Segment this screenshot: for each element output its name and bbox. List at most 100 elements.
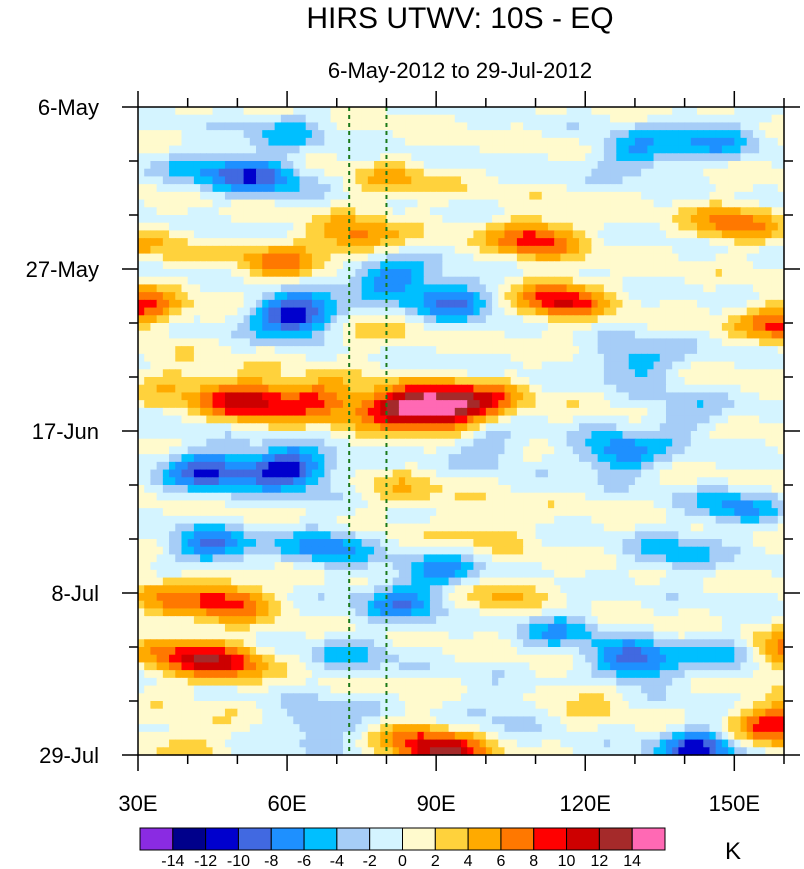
heatmap-cell <box>740 168 748 178</box>
heatmap-cell <box>218 137 226 147</box>
heatmap-cell <box>324 122 332 131</box>
heatmap-cell <box>162 469 170 478</box>
heatmap-cell <box>597 307 605 316</box>
heatmap-cell <box>417 361 425 370</box>
heatmap-cell <box>417 161 425 170</box>
heatmap-cell <box>591 315 599 324</box>
heatmap-cell <box>697 184 704 193</box>
heatmap-cell <box>504 238 512 247</box>
heatmap-cell <box>392 253 400 262</box>
heatmap-cell <box>740 361 748 370</box>
heatmap-cell <box>268 130 276 139</box>
heatmap-cell <box>287 446 294 455</box>
heatmap-cell <box>746 369 754 378</box>
heatmap-cell <box>280 114 288 124</box>
heatmap-cell <box>299 361 307 370</box>
heatmap-cell <box>715 238 723 247</box>
heatmap-cell <box>361 284 369 293</box>
heatmap-cell <box>169 199 176 208</box>
heatmap-cell <box>293 114 301 124</box>
heatmap-cell <box>535 245 543 255</box>
heatmap-cell <box>324 384 332 394</box>
heatmap-cell <box>473 222 481 232</box>
heatmap-cell <box>628 230 636 239</box>
heatmap-cell <box>771 369 779 378</box>
heatmap-cell <box>200 454 207 463</box>
heatmap-cell <box>672 261 679 270</box>
heatmap-cell <box>274 107 282 116</box>
heatmap-cell <box>336 353 344 363</box>
heatmap-cell <box>628 307 636 316</box>
heatmap-cell <box>678 338 686 347</box>
heatmap-cell <box>249 461 257 471</box>
heatmap-cell <box>181 299 189 309</box>
heatmap-cell <box>653 353 661 363</box>
heatmap-cell <box>516 469 524 478</box>
heatmap-cell <box>585 168 593 178</box>
heatmap-cell <box>181 230 189 239</box>
heatmap-cell <box>690 415 698 424</box>
heatmap-cell <box>554 122 561 131</box>
heatmap-cell <box>318 400 325 409</box>
heatmap-cell <box>498 415 506 424</box>
heatmap-cell <box>579 184 586 193</box>
heatmap-cell <box>355 261 363 270</box>
heatmap-cell <box>280 199 288 208</box>
heatmap-cell <box>690 454 698 463</box>
heatmap-cell <box>585 384 593 394</box>
heatmap-cell <box>461 114 468 124</box>
heatmap-cell <box>200 292 207 301</box>
heatmap-cell <box>498 161 506 170</box>
heatmap-cell <box>554 215 561 224</box>
heatmap-cell <box>405 122 412 131</box>
heatmap-cell <box>392 361 400 370</box>
heatmap-cell <box>560 230 568 239</box>
heatmap-cell <box>547 176 555 185</box>
heatmap-cell <box>672 407 679 417</box>
heatmap-cell <box>616 122 624 131</box>
heatmap-cell <box>293 122 301 131</box>
heatmap-cell <box>560 245 568 255</box>
heatmap-cell <box>740 199 748 208</box>
heatmap-cell <box>156 338 164 347</box>
heatmap-cell <box>628 423 636 432</box>
heatmap-cell <box>585 269 593 278</box>
heatmap-cell <box>603 230 611 239</box>
heatmap-cell <box>678 400 686 409</box>
heatmap-cell <box>243 384 251 394</box>
heatmap-cell <box>647 253 655 262</box>
heatmap-cell <box>423 323 431 332</box>
heatmap-cell <box>150 315 158 324</box>
heatmap-cell <box>398 130 406 139</box>
heatmap-cell <box>647 207 655 216</box>
heatmap-cell <box>324 114 332 124</box>
heatmap-cell <box>367 253 375 262</box>
heatmap-cell <box>728 400 735 409</box>
heatmap-cell <box>591 446 599 455</box>
heatmap-cell <box>231 122 238 131</box>
heatmap-cell <box>442 145 450 154</box>
heatmap-cell <box>305 377 313 386</box>
heatmap-cell <box>293 400 301 409</box>
heatmap-cell <box>622 299 630 309</box>
heatmap-cell <box>187 276 195 286</box>
heatmap-cell <box>405 454 412 463</box>
heatmap-cell <box>572 215 580 224</box>
heatmap-cell <box>510 330 518 340</box>
heatmap-cell <box>442 191 450 201</box>
heatmap-cell <box>535 400 543 409</box>
heatmap-cell <box>535 438 543 448</box>
heatmap-cell <box>728 207 735 216</box>
heatmap-cell <box>429 261 437 270</box>
heatmap-cell <box>672 276 679 286</box>
heatmap-cell <box>759 238 766 247</box>
heatmap-cell <box>454 184 462 193</box>
heatmap-cell <box>777 222 785 232</box>
heatmap-cell <box>200 299 207 309</box>
heatmap-cell <box>628 145 636 154</box>
heatmap-cell <box>529 392 537 401</box>
heatmap-cell <box>622 122 630 131</box>
heatmap-cell <box>200 400 207 409</box>
heatmap-cell <box>405 199 412 208</box>
heatmap-cell <box>355 222 363 232</box>
